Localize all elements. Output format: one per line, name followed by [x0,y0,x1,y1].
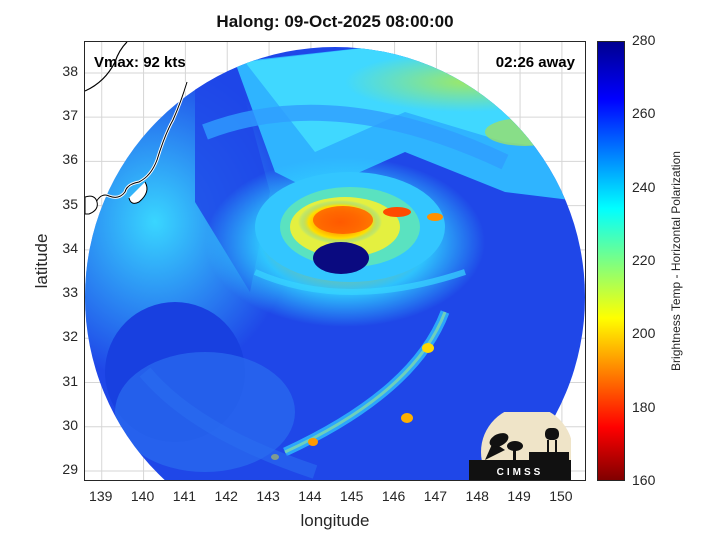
x-tick-148: 148 [465,488,489,504]
x-axis-label: longitude [300,511,370,530]
map-plot-area: Vmax: 92 kts 02:26 away [84,41,586,481]
y-tick-38: 38 [62,62,78,79]
x-tick-149: 149 [507,488,531,504]
cimss-logo: CIMSS [469,412,571,480]
colorbar-tick-160: 160 [632,472,656,488]
colorbar-label: Brightness Temp - Horizontal Polarizatio… [669,151,683,371]
x-tick-141: 141 [172,488,197,504]
colorbar [597,41,625,481]
y-tick-35: 35 [62,195,78,212]
x-tick-143: 143 [256,488,280,504]
colorbar-gradient [598,42,624,480]
y-tick-36: 36 [62,151,78,168]
colorbar-tick-260: 260 [632,105,656,122]
colorbar-tick-200: 200 [632,325,656,342]
y-tick-29: 29 [62,460,78,477]
time-away-label: 02:26 away [495,54,575,71]
x-tick-150: 150 [549,488,573,504]
colorbar-tick-280: 280 [632,32,656,48]
y-tick-33: 33 [62,284,78,301]
coastline [85,42,189,215]
logo-text: CIMSS [497,467,544,478]
y-tick-37: 37 [62,107,78,124]
x-tick-147: 147 [423,488,448,504]
x-tick-142: 142 [214,488,238,504]
x-tick-144: 144 [298,488,322,504]
x-tick-146: 146 [381,488,406,504]
microwave-image [85,42,585,480]
y-tick-32: 32 [62,328,78,345]
x-tick-145: 145 [340,488,364,504]
swath-disc [85,47,585,480]
colorbar-tick-180: 180 [632,398,656,415]
vmax-label: Vmax: 92 kts [94,54,186,71]
y-tick-30: 30 [62,416,78,433]
y-axis-label: latitude [32,233,51,289]
x-tick-139: 139 [89,488,113,504]
y-tick-31: 31 [62,372,78,389]
colorbar-tick-220: 220 [632,252,656,268]
y-tick-34: 34 [62,239,78,256]
map-title: Halong: 09-Oct-2025 08:00:00 [216,12,454,31]
x-tick-140: 140 [130,488,155,504]
colorbar-tick-240: 240 [632,178,656,195]
